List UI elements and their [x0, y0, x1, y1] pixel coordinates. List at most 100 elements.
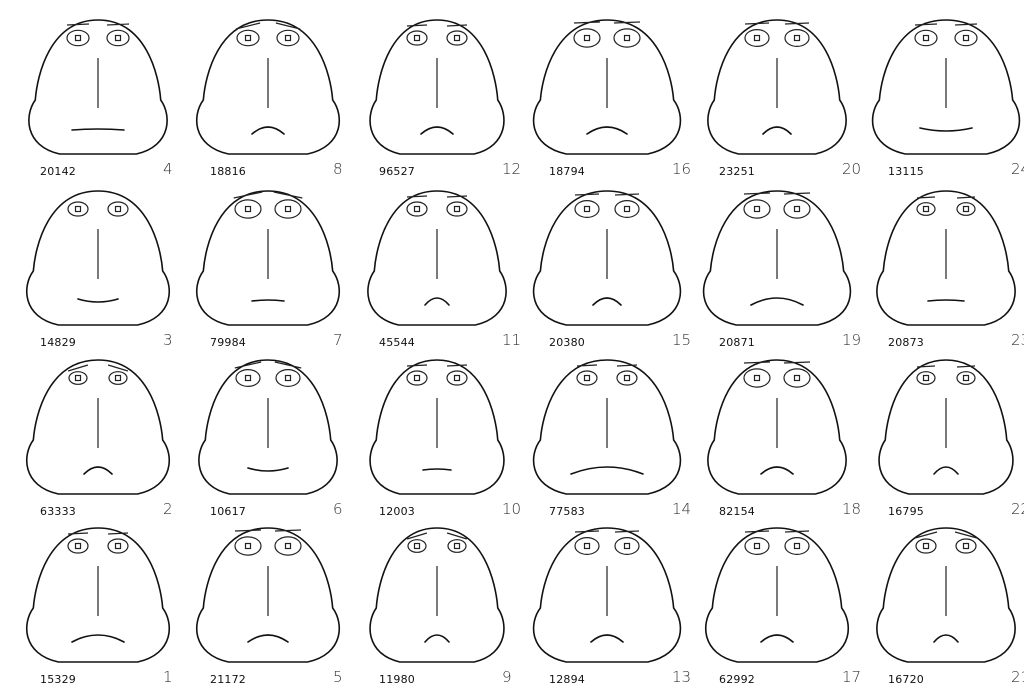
eye-icon [916, 202, 936, 216]
eyebrow-icon [914, 531, 938, 539]
head-outline [26, 359, 170, 495]
pupil-icon [583, 542, 591, 550]
face-drawing [707, 19, 847, 155]
eye-icon [956, 371, 976, 385]
face-number-label: 14 [672, 500, 692, 518]
eye-icon [107, 201, 129, 217]
head-outline [196, 190, 340, 326]
eyebrow-icon [744, 22, 770, 25]
face-drawing [876, 527, 1016, 663]
face-number-label: 9 [502, 668, 512, 686]
eye-icon [234, 199, 262, 219]
pupil-icon [623, 34, 631, 42]
eye-icon [744, 537, 770, 555]
head-outline [369, 527, 505, 663]
eye-icon [783, 368, 811, 388]
eyebrow-icon [406, 24, 428, 27]
face-number-label: 20 [842, 160, 862, 178]
head-outline [369, 19, 505, 155]
eyebrow-icon [274, 361, 302, 369]
face-number-label: 16 [672, 160, 692, 178]
eye-icon [743, 199, 771, 219]
face-code-label: 20873 [888, 336, 924, 349]
pupil-icon [793, 205, 801, 213]
pupil-icon [753, 374, 761, 382]
eyebrow-icon [916, 196, 936, 199]
eyebrow-icon [67, 364, 89, 372]
face-code-label: 14829 [40, 336, 76, 349]
pupil-icon [623, 205, 631, 213]
face-cell: 11980 9 [357, 520, 527, 694]
eyebrow-icon [783, 192, 811, 195]
eye-icon [573, 28, 601, 48]
mouth-line [71, 128, 125, 131]
face-code-label: 21172 [210, 673, 246, 686]
face-drawing [369, 359, 505, 495]
pupil-icon [922, 374, 930, 382]
face-number-label: 4 [163, 160, 173, 178]
face-cell: 20871 19 [697, 183, 867, 357]
eye-icon [743, 368, 771, 388]
face-code-label: 15329 [40, 673, 76, 686]
head-outline [702, 190, 852, 326]
pupil-icon [962, 374, 970, 382]
face-number-label: 2 [163, 500, 173, 518]
face-drawing [26, 190, 170, 326]
mouth-line [933, 466, 959, 475]
face-cell: 20873 23 [866, 183, 1024, 357]
mouth-line [77, 298, 119, 303]
eyebrow-icon [954, 23, 978, 26]
pupil-icon [583, 205, 591, 213]
face-code-label: 62992 [719, 673, 755, 686]
face-code-label: 11980 [379, 673, 415, 686]
pupil-icon [922, 542, 930, 550]
head-outline [28, 19, 168, 155]
face-drawing [28, 19, 168, 155]
face-cell: 82154 18 [697, 352, 867, 526]
head-outline [196, 527, 340, 663]
mouth-line [750, 297, 804, 306]
face-number-label: 6 [333, 500, 343, 518]
eyebrow-icon [446, 364, 468, 367]
pupil-icon [284, 34, 292, 42]
mouth-line [247, 467, 289, 472]
eyebrow-icon [784, 530, 810, 533]
eye-icon [446, 201, 468, 217]
face-code-label: 20871 [719, 336, 755, 349]
pupil-icon [962, 205, 970, 213]
eyebrow-icon [406, 195, 428, 198]
face-cell: 63333 2 [18, 352, 188, 526]
face-drawing [198, 359, 338, 495]
eyebrow-icon [743, 361, 771, 364]
eyebrow-icon [616, 364, 638, 367]
eyebrow-icon [406, 364, 428, 367]
eyebrow-icon [274, 529, 302, 532]
eye-icon [574, 537, 600, 555]
eyebrow-icon [446, 195, 468, 198]
face-cell: 79984 7 [188, 183, 358, 357]
eye-icon [613, 28, 641, 48]
mouth-line [592, 297, 622, 306]
eyebrow-icon [235, 22, 261, 30]
eye-icon [236, 29, 260, 47]
face-drawing [707, 359, 847, 495]
mouth-line [420, 126, 454, 135]
head-outline [876, 527, 1016, 663]
face-code-label: 63333 [40, 505, 76, 518]
head-outline [532, 190, 682, 326]
mouth-line [424, 634, 450, 643]
head-outline [26, 190, 170, 326]
eye-icon [916, 371, 936, 385]
eye-icon [406, 201, 428, 217]
head-outline [876, 190, 1016, 326]
face-drawing [196, 19, 340, 155]
pupil-icon [74, 34, 82, 42]
face-cell: 20142 4 [18, 12, 188, 186]
eye-icon [274, 199, 302, 219]
mouth-line [422, 468, 452, 471]
eye-icon [107, 538, 129, 554]
pupil-icon [413, 374, 421, 382]
face-number-label: 13 [672, 668, 692, 686]
face-drawing [876, 190, 1016, 326]
face-cell: 77583 14 [527, 352, 697, 526]
